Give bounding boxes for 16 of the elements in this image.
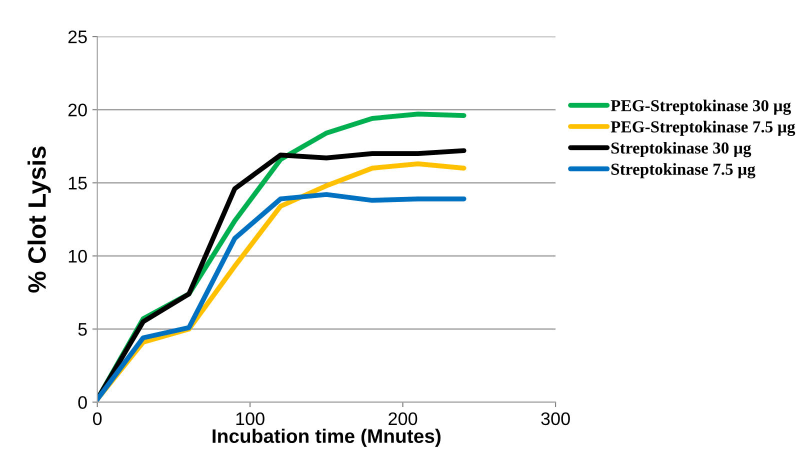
legend-label: PEG-Streptokinase 7.5 µg — [610, 120, 796, 136]
y-tick-label: 10 — [68, 250, 87, 263]
y-tick-label: 20 — [68, 104, 87, 116]
x-axis-title: Incubation time (Mnutes) — [212, 428, 441, 447]
y-tick-label: 15 — [68, 176, 87, 190]
legend-label: PEG-Streptokinase 30 µg — [610, 100, 791, 115]
legend-label: Streptokinase 7.5 µg — [611, 163, 756, 178]
legend-label: Streptokinase 30 µg — [611, 142, 752, 158]
x-tick-label: 300 — [541, 412, 570, 426]
y-axis-title: % Clot Lysis — [28, 146, 51, 293]
y-tick-label: 0 — [78, 396, 87, 409]
y-tick-label: 25 — [68, 30, 87, 44]
x-tick-label: 0 — [93, 412, 102, 426]
x-tick-label: 100 — [236, 412, 264, 426]
y-tick-label: 5 — [78, 323, 87, 336]
x-tick-label: 200 — [388, 412, 418, 426]
